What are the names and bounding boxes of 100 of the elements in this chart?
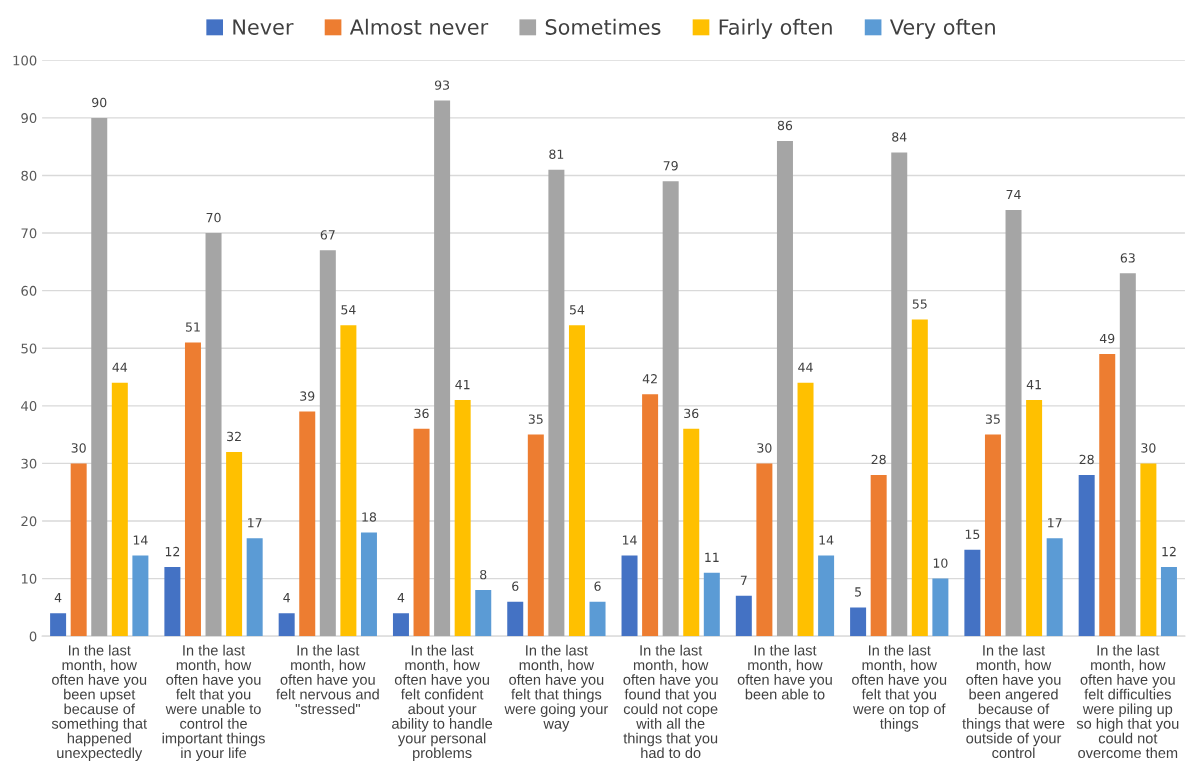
legend-label: Very often	[889, 18, 995, 39]
data-label: 84	[892, 132, 907, 142]
data-label: 51	[185, 322, 200, 332]
data-label: 54	[341, 305, 356, 315]
bar	[735, 595, 752, 637]
data-label: 10	[933, 558, 948, 568]
bar	[870, 474, 887, 637]
data-label: 39	[300, 391, 315, 401]
data-label: 49	[1099, 333, 1115, 344]
bar	[891, 152, 908, 637]
bar	[91, 117, 108, 637]
data-label: 7	[740, 575, 747, 585]
bar	[662, 181, 679, 637]
data-label: 54	[569, 305, 585, 315]
data-label: 44	[112, 362, 128, 372]
data-label: 36	[684, 408, 699, 419]
bar	[984, 434, 1001, 637]
bar	[1046, 538, 1063, 637]
data-label: 4	[54, 593, 62, 603]
bar	[527, 434, 544, 637]
data-label: 30	[71, 443, 86, 453]
bar	[621, 555, 638, 637]
bar	[756, 463, 773, 637]
data-label: 74	[1006, 189, 1021, 200]
data-label: 55	[912, 299, 927, 309]
x-tick-label: In the last month, how often have you felt that you were unable to control the important things in your life	[162, 644, 265, 761]
y-tick-label: 70	[21, 228, 37, 239]
bar	[184, 342, 201, 637]
data-label: 12	[1162, 546, 1176, 557]
bar	[1119, 273, 1136, 637]
legend-label: Fairly often	[719, 18, 832, 39]
bar	[454, 400, 471, 637]
bar	[205, 233, 222, 637]
data-label: 93	[434, 80, 450, 90]
data-label: 17	[1048, 518, 1062, 528]
data-label: 17	[248, 518, 262, 528]
x-tick-label: In the last month, how often have you felt that you were on top of things	[852, 644, 947, 732]
y-tick-label: 100	[13, 55, 37, 66]
bar	[226, 451, 243, 637]
bar	[548, 169, 565, 637]
bar	[475, 590, 492, 637]
bar	[797, 382, 814, 637]
data-label: 81	[549, 149, 564, 159]
bar	[589, 601, 606, 637]
y-tick-label: 30	[21, 458, 37, 469]
bar	[434, 100, 451, 637]
data-label: 79	[663, 161, 678, 171]
x-tick-label: In the last month, how often have you felt that things were going your way	[504, 644, 609, 732]
x-tick-label: In the last month, how often have you been upset because of something that happened unexpectedly	[51, 644, 147, 761]
data-label: 90	[92, 97, 107, 108]
data-label: 41	[1026, 380, 1041, 390]
bar	[392, 613, 409, 637]
bar	[164, 567, 181, 637]
data-label: 8	[480, 569, 487, 580]
legend-label: Almost never	[349, 18, 489, 35]
data-label: 30	[757, 443, 772, 453]
bar	[50, 613, 67, 637]
bar	[568, 325, 585, 637]
bar	[818, 555, 835, 637]
bar	[1026, 400, 1043, 637]
y-tick-label: 10	[21, 573, 37, 584]
bar	[111, 382, 128, 637]
data-label: 42	[642, 374, 657, 384]
x-tick-label: In the last month, how often have you felt confident about your ability to handle your personal problems	[392, 644, 493, 761]
data-label: 35	[528, 414, 543, 424]
data-label: 70	[206, 212, 221, 223]
data-label: 32	[227, 431, 241, 442]
data-label: 86	[777, 120, 793, 131]
bar	[850, 607, 867, 637]
bar	[360, 532, 377, 637]
bar	[683, 428, 700, 637]
data-label: 4	[397, 593, 405, 603]
data-label: 14	[622, 535, 637, 545]
y-tick-label: 90	[21, 113, 37, 124]
data-label: 28	[1079, 454, 1094, 465]
data-label: 14	[133, 535, 148, 545]
x-tick-label: In the last month, how often have you been able to	[737, 644, 832, 700]
data-label: 18	[362, 512, 377, 522]
y-tick-label: 0	[29, 631, 37, 642]
data-label: 5	[855, 587, 861, 597]
data-label: 4	[283, 593, 290, 603]
bar	[642, 394, 659, 637]
bar	[1005, 210, 1022, 637]
data-label: 12	[165, 546, 180, 557]
x-tick-label: In the last month, how often have you found that you could not cope with all the things that you had to do	[623, 644, 718, 759]
bar	[703, 572, 720, 637]
data-label: 44	[798, 362, 813, 372]
legend-label: Sometimes	[545, 18, 661, 35]
y-tick-label: 80	[21, 170, 37, 181]
data-label: 6	[512, 581, 519, 591]
bar	[299, 411, 316, 637]
data-label: 41	[455, 380, 470, 390]
bar	[1140, 463, 1157, 637]
bar	[1099, 354, 1116, 637]
bar	[319, 250, 336, 637]
y-tick-label: 40	[21, 401, 37, 412]
x-tick-label: In the last month, how often have you felt difficulties were piling up so high that you could not overcome them	[1076, 644, 1179, 759]
data-label: 14	[819, 535, 834, 545]
bar	[932, 578, 949, 637]
data-label: 6	[594, 581, 601, 591]
